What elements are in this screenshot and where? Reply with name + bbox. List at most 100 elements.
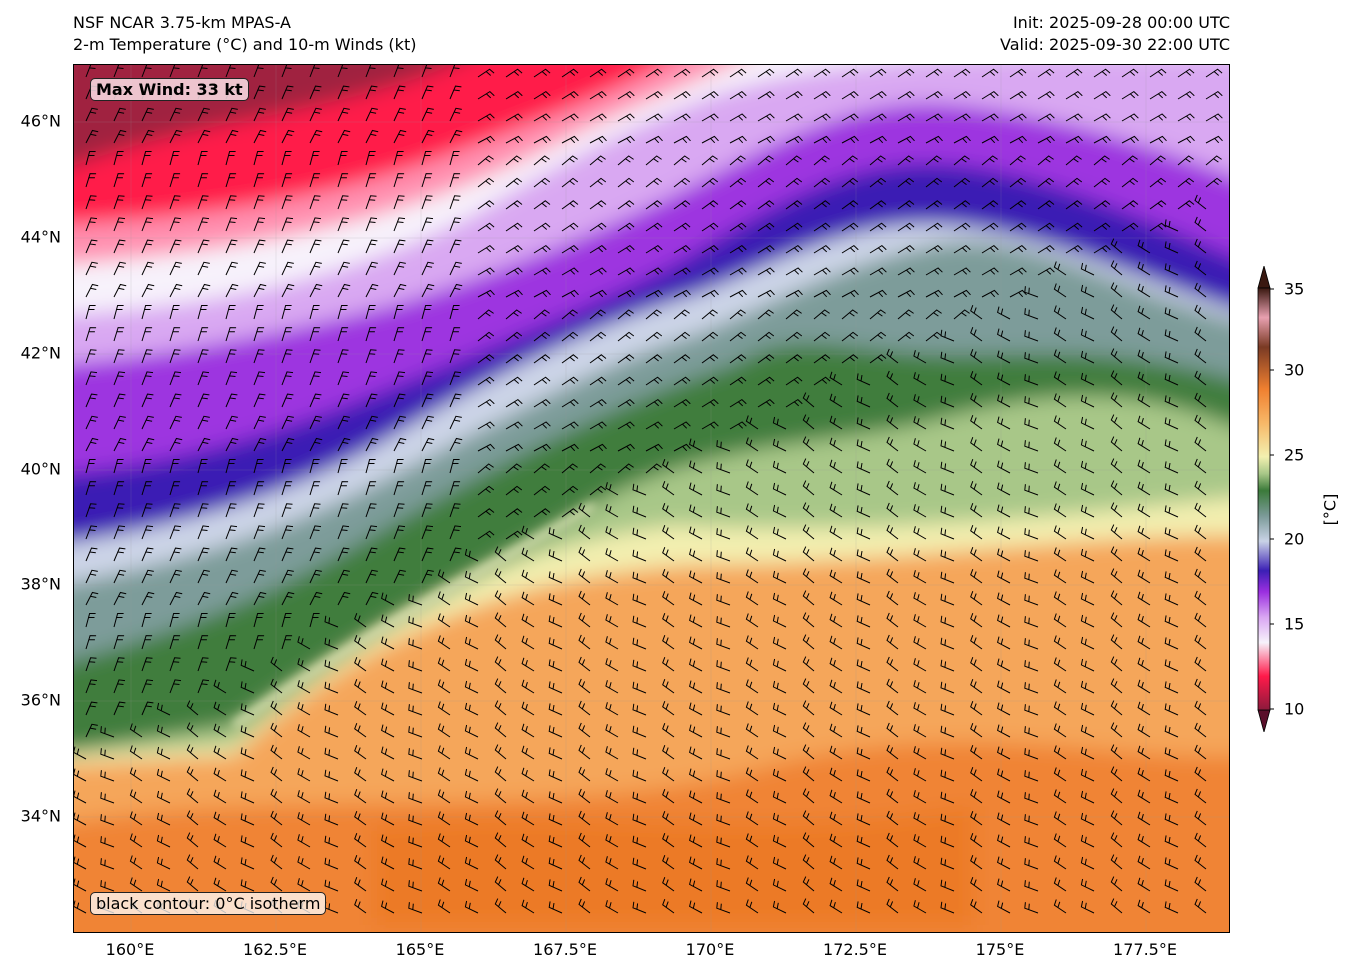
wind-barb: [129, 789, 143, 804]
wind-barb: [829, 481, 843, 496]
wind-barb: [85, 283, 99, 298]
wind-barb: [589, 267, 607, 276]
wind-barb: [1137, 591, 1151, 606]
wind-barb: [240, 879, 255, 892]
wind-barb: [1093, 135, 1111, 144]
wind-barb: [337, 591, 351, 606]
wind-barb: [548, 615, 563, 628]
wind-barb: [997, 680, 1011, 694]
wind-barb: [505, 508, 523, 518]
wind-barb: [632, 483, 647, 496]
wind-barb: [297, 768, 311, 782]
wind-barb: [1177, 155, 1194, 166]
wind-barb: [802, 678, 815, 694]
wind-barb: [521, 833, 535, 848]
wind-barb: [689, 570, 703, 584]
wind-barb: [408, 814, 423, 826]
wind-barb: [437, 767, 451, 782]
wind-barb: [1080, 372, 1095, 386]
wind-barb: [886, 810, 899, 826]
wind-barb: [970, 349, 983, 364]
wind-barb: [1137, 855, 1151, 870]
wind-barb: [662, 745, 675, 760]
wind-barb: [632, 615, 647, 628]
wind-barb: [494, 590, 507, 606]
wind-barb: [169, 283, 183, 298]
wind-barb: [240, 747, 255, 760]
wind-barb: [253, 371, 266, 386]
wind-barb: [1110, 436, 1123, 452]
wind-barb: [578, 788, 591, 804]
wind-barb: [141, 679, 154, 694]
wind-barb: [1053, 613, 1067, 628]
wind-barb: [1009, 222, 1027, 232]
wind-barb: [113, 525, 126, 540]
wind-barb: [548, 571, 563, 584]
wind-barb: [186, 722, 199, 738]
wind-barb: [1037, 200, 1055, 210]
wind-barb: [169, 371, 182, 386]
wind-barb: [701, 244, 719, 254]
wind-barb: [253, 613, 264, 628]
wind-barb: [829, 833, 843, 848]
wind-barb: [169, 65, 181, 78]
colorbar-label: [°C]: [1320, 493, 1340, 526]
wind-barb: [129, 723, 143, 738]
wind-barb: [141, 393, 154, 408]
wind-barb: [309, 151, 320, 166]
wind-barb: [100, 814, 115, 826]
wind-barb: [745, 745, 759, 760]
wind-barb: [225, 459, 236, 474]
wind-barb: [561, 309, 578, 320]
wind-barb: [940, 329, 955, 342]
wind-barb: [1194, 414, 1207, 430]
wind-barb: [1080, 746, 1095, 760]
wind-barb: [913, 856, 927, 870]
wind-barb: [337, 393, 350, 408]
wind-barb: [297, 834, 311, 848]
wind-barb: [505, 443, 523, 452]
wind-barb: [393, 393, 406, 408]
wind-barb: [897, 90, 915, 100]
wind-barb: [1024, 308, 1039, 320]
wind-barb: [1053, 261, 1067, 276]
wind-barb: [981, 113, 999, 122]
wind-barb: [1110, 370, 1123, 386]
wind-barb: [1024, 506, 1039, 518]
wind-barb: [953, 68, 971, 78]
wind-barb: [701, 354, 719, 364]
wind-barb: [813, 177, 831, 188]
wind-barb: [505, 135, 523, 144]
wind-barb: [365, 239, 378, 254]
wind-barb: [1053, 283, 1067, 298]
wind-barb: [716, 726, 731, 738]
wind-barb: [449, 305, 460, 320]
wind-barb: [689, 680, 703, 694]
wind-barb: [841, 267, 859, 276]
wind-barb: [85, 547, 98, 562]
wind-barb: [253, 393, 266, 408]
wind-barb: [141, 173, 153, 188]
wind-barb: [437, 679, 451, 694]
wind-barb: [813, 68, 831, 78]
wind-barb: [886, 502, 899, 518]
wind-barb: [1121, 177, 1139, 188]
wind-barb: [281, 107, 294, 122]
wind-barb: [802, 590, 815, 606]
wind-barb: [841, 177, 859, 188]
wind-barb: [393, 525, 406, 540]
wind-barb: [605, 658, 619, 672]
wind-barb: [365, 129, 379, 144]
wind-barb: [494, 810, 507, 826]
wind-barb: [841, 113, 859, 122]
wind-barb: [745, 767, 759, 782]
wind-barb: [940, 791, 955, 804]
wind-barb: [548, 813, 563, 826]
wind-barb: [197, 635, 209, 650]
wind-barb: [169, 635, 181, 650]
wind-barb: [1149, 90, 1167, 100]
wind-barb: [197, 305, 208, 320]
wind-barb: [1194, 590, 1207, 606]
wind-barb: [1137, 415, 1151, 430]
wind-barb: [913, 746, 927, 760]
